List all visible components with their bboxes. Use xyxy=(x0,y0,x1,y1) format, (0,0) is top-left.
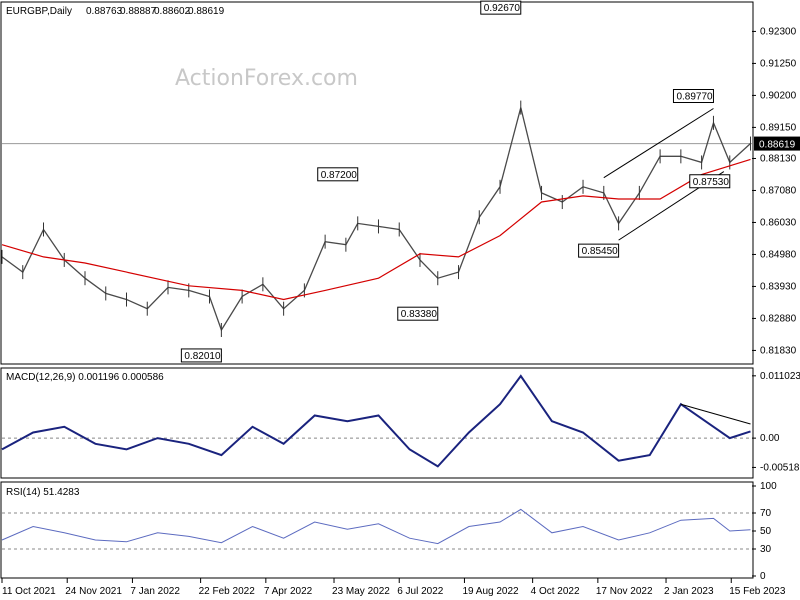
price-panel-title: EURGBP,Daily xyxy=(6,6,72,17)
moving-average-line xyxy=(1,158,751,301)
price-panel-frame xyxy=(0,1,754,365)
macd-trend-line xyxy=(680,403,751,425)
x-tick-label: 17 Nov 2022 xyxy=(596,586,653,597)
price-tick-label: 0.81830 xyxy=(760,345,797,356)
rsi-tick-label: 100 xyxy=(760,481,777,492)
annotation-label: 0.87200 xyxy=(321,170,358,181)
annotation-box xyxy=(689,174,731,189)
rsi-panel-title: RSI(14) 51.4283 xyxy=(6,487,80,498)
current-price-label: 0.88619 xyxy=(759,140,796,151)
channel-upper-line xyxy=(603,108,714,179)
rsi-panel-frame xyxy=(0,481,754,579)
annotation-box xyxy=(672,89,714,104)
price-tick-label: 0.86030 xyxy=(760,217,797,228)
annotation-label: 0.87530 xyxy=(693,177,730,188)
x-tick-label: 6 Jul 2022 xyxy=(397,586,444,597)
x-tick-label: 4 Oct 2022 xyxy=(531,586,580,597)
x-tick-label: 22 Feb 2022 xyxy=(199,586,256,597)
price-tick-label: 0.84980 xyxy=(760,249,797,260)
annotation-box xyxy=(480,0,522,15)
macd-tick-label: 0.00 xyxy=(760,433,780,444)
x-tick-label: 15 Feb 2023 xyxy=(729,586,786,597)
annotation-label: 0.82010 xyxy=(184,351,221,362)
annotation-box xyxy=(180,348,222,363)
annotation-label: 0.92670 xyxy=(484,3,521,14)
annotation-box xyxy=(578,243,620,258)
ohlc-low: 0.88602 xyxy=(154,6,191,17)
annotation-label: 0.85450 xyxy=(582,246,619,257)
rsi-tick-label: 50 xyxy=(760,526,772,537)
annotation-box xyxy=(317,167,359,182)
x-tick-label: 7 Apr 2022 xyxy=(264,586,313,597)
macd-panel-frame xyxy=(0,367,754,479)
price-tick-label: 0.87080 xyxy=(760,185,797,196)
price-tick-label: 0.83930 xyxy=(760,281,797,292)
rsi-layer: 100 70 50 30 0 xyxy=(1,481,777,582)
x-tick-label: 2 Jan 2023 xyxy=(664,586,714,597)
annotation-label: 0.83380 xyxy=(401,309,438,320)
x-tick-label: 19 Aug 2022 xyxy=(462,586,519,597)
watermark-text: ActionForex.com xyxy=(175,66,358,91)
ohlc-open: 0.88763 xyxy=(86,6,123,17)
annotation-box xyxy=(397,306,439,321)
macd-tick-label: -0.005182 xyxy=(760,462,800,473)
price-tick-label: 0.88130 xyxy=(760,153,797,164)
price-tick-label: 0.82880 xyxy=(760,313,797,324)
rsi-tick-label: 70 xyxy=(760,508,772,519)
macd-line xyxy=(1,374,751,468)
x-tick-label: 23 May 2022 xyxy=(332,586,390,597)
macd-layer: 0.011023 0.00 -0.005182 xyxy=(1,371,800,473)
price-tick-label: 0.92300 xyxy=(760,26,797,37)
price-tick-label: 0.91250 xyxy=(760,58,797,69)
price-layer: 0.92300 0.91250 0.90200 0.89150 0.88130 0.870… xyxy=(1,0,800,363)
macd-tick-label: 0.011023 xyxy=(760,371,800,382)
x-tick-label: 7 Jan 2022 xyxy=(130,586,180,597)
ohlc-close: 0.88619 xyxy=(188,6,225,17)
rsi-line xyxy=(1,508,751,545)
x-tick-label: 11 Oct 2021 xyxy=(2,586,56,597)
ohlc-high: 0.88887 xyxy=(120,6,157,17)
macd-panel-title: MACD(12,26,9) 0.001196 0.000586 xyxy=(6,372,164,383)
x-tick-label: 24 Nov 2021 xyxy=(65,586,122,597)
current-price-box xyxy=(754,136,800,151)
annotation-label: 0.89770 xyxy=(676,92,713,103)
price-tick-label: 0.90200 xyxy=(760,90,797,101)
x-axis-layer: 11 Oct 2021 24 Nov 2021 7 Jan 2022 22 Feb 2… xyxy=(1,578,786,597)
rsi-tick-label: 0 xyxy=(760,571,766,582)
rsi-tick-label: 30 xyxy=(760,544,772,555)
price-tick-label: 0.89150 xyxy=(760,122,797,133)
